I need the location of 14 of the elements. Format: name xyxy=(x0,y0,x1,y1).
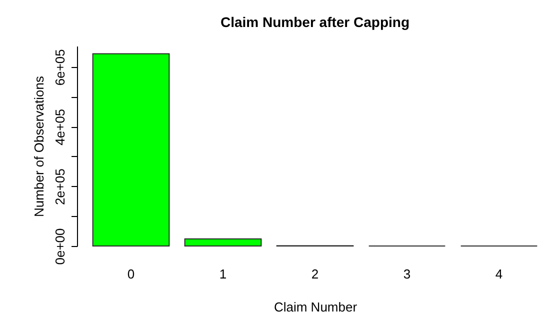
chart-title: Claim Number after Capping xyxy=(220,14,410,30)
x-tick-label: 4 xyxy=(495,266,503,282)
x-axis-title: Claim Number xyxy=(274,300,358,314)
x-tick-label: 1 xyxy=(219,266,227,282)
y-tick-label: 0e+00 xyxy=(52,228,68,265)
x-tick-label: 0 xyxy=(127,266,135,282)
y-tick-label: 6e+05 xyxy=(52,49,68,86)
y-tick-label: 2e+05 xyxy=(52,168,68,206)
bar xyxy=(184,238,262,246)
x-tick-label: 2 xyxy=(311,266,319,282)
y-axis-title: Number of Observations xyxy=(32,76,46,217)
y-tick-label: 4e+05 xyxy=(52,108,68,146)
x-tick-label: 3 xyxy=(403,266,411,282)
bar xyxy=(92,53,170,246)
